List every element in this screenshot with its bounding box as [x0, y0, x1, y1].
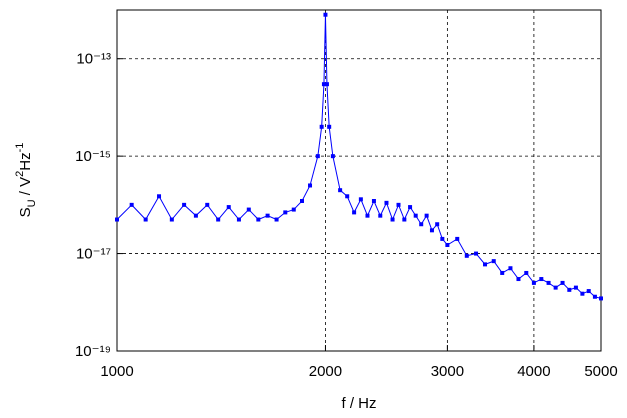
data-point: [483, 262, 488, 267]
data-point: [274, 217, 279, 222]
data-point: [358, 197, 363, 202]
data-point: [560, 280, 565, 285]
plot-frame: [116, 9, 602, 352]
data-point: [308, 183, 313, 188]
data-point: [445, 242, 450, 247]
data-point: [531, 280, 536, 285]
y-axis-label-part: Hz: [17, 152, 34, 170]
data-point: [396, 202, 401, 207]
data-point: [265, 213, 270, 218]
data-point: [143, 217, 148, 222]
data-point: [330, 154, 335, 159]
data-point: [319, 124, 324, 129]
data-point: [539, 277, 544, 282]
data-point: [115, 217, 119, 222]
data-point: [256, 217, 261, 222]
data-point: [182, 202, 187, 207]
y-tick-label: 10⁻¹⁷: [76, 246, 111, 263]
data-point: [157, 194, 162, 199]
data-point: [390, 217, 395, 222]
data-point: [455, 236, 460, 241]
x-tick-label: 1000: [100, 363, 133, 380]
data-point: [408, 205, 413, 210]
y-axis-label-part: / V: [17, 177, 34, 200]
data-point: [324, 82, 329, 87]
data-point: [580, 291, 585, 296]
data-point: [236, 217, 241, 222]
data-point: [508, 266, 513, 271]
y-axis-label-part: U: [26, 199, 38, 207]
x-tick-label: 5000: [584, 363, 617, 380]
data-point: [169, 217, 174, 222]
x-axis-label: f / Hz: [341, 395, 376, 412]
x-tick-label: 2000: [309, 363, 342, 380]
y-axis-label: SU / V2Hz-1: [14, 143, 38, 218]
data-point: [524, 270, 529, 275]
data-point: [338, 188, 343, 193]
y-axis-label-part: -1: [14, 143, 26, 153]
data-point: [435, 222, 440, 227]
data-point: [327, 124, 332, 129]
data-point: [429, 228, 434, 233]
data-point: [599, 296, 603, 301]
y-axis-label-part: 2: [14, 171, 26, 177]
data-point: [323, 12, 328, 17]
y-axis-label-part: S: [17, 207, 34, 217]
data-point: [371, 198, 376, 203]
data-point: [384, 200, 389, 205]
data-point: [345, 194, 350, 199]
data-point: [352, 210, 357, 215]
data-point: [424, 213, 429, 218]
x-tick-label: 4000: [517, 363, 550, 380]
data-point: [321, 82, 326, 87]
data-point: [378, 213, 383, 218]
data-point: [283, 210, 288, 215]
data-point: [474, 251, 479, 256]
data-point: [586, 289, 591, 294]
data-point: [546, 280, 551, 285]
data-point: [419, 222, 424, 227]
data-point: [205, 202, 210, 207]
data-line: [116, 14, 602, 299]
data-point: [246, 207, 251, 212]
data-point: [500, 270, 505, 275]
data-point: [365, 213, 370, 218]
data-point: [464, 253, 469, 258]
y-tick-label: 10⁻¹³: [76, 51, 111, 68]
data-point: [402, 217, 407, 222]
data-point: [129, 202, 134, 207]
data-point: [491, 259, 496, 264]
data-point: [573, 285, 578, 290]
data-point: [193, 213, 198, 218]
x-tick-label: 3000: [431, 363, 464, 380]
data-point: [440, 236, 445, 241]
y-tick-label: 10⁻¹⁹: [75, 343, 111, 360]
data-point: [567, 287, 572, 292]
data-point: [413, 213, 418, 218]
data-point: [592, 294, 597, 299]
data-point: [300, 198, 305, 203]
data-point: [315, 154, 320, 159]
data-point: [291, 207, 296, 212]
data-point: [553, 285, 558, 290]
y-tick-label: 10⁻¹⁵: [75, 148, 111, 165]
data-point: [516, 277, 521, 282]
data-point: [216, 217, 221, 222]
data-point: [226, 205, 231, 210]
